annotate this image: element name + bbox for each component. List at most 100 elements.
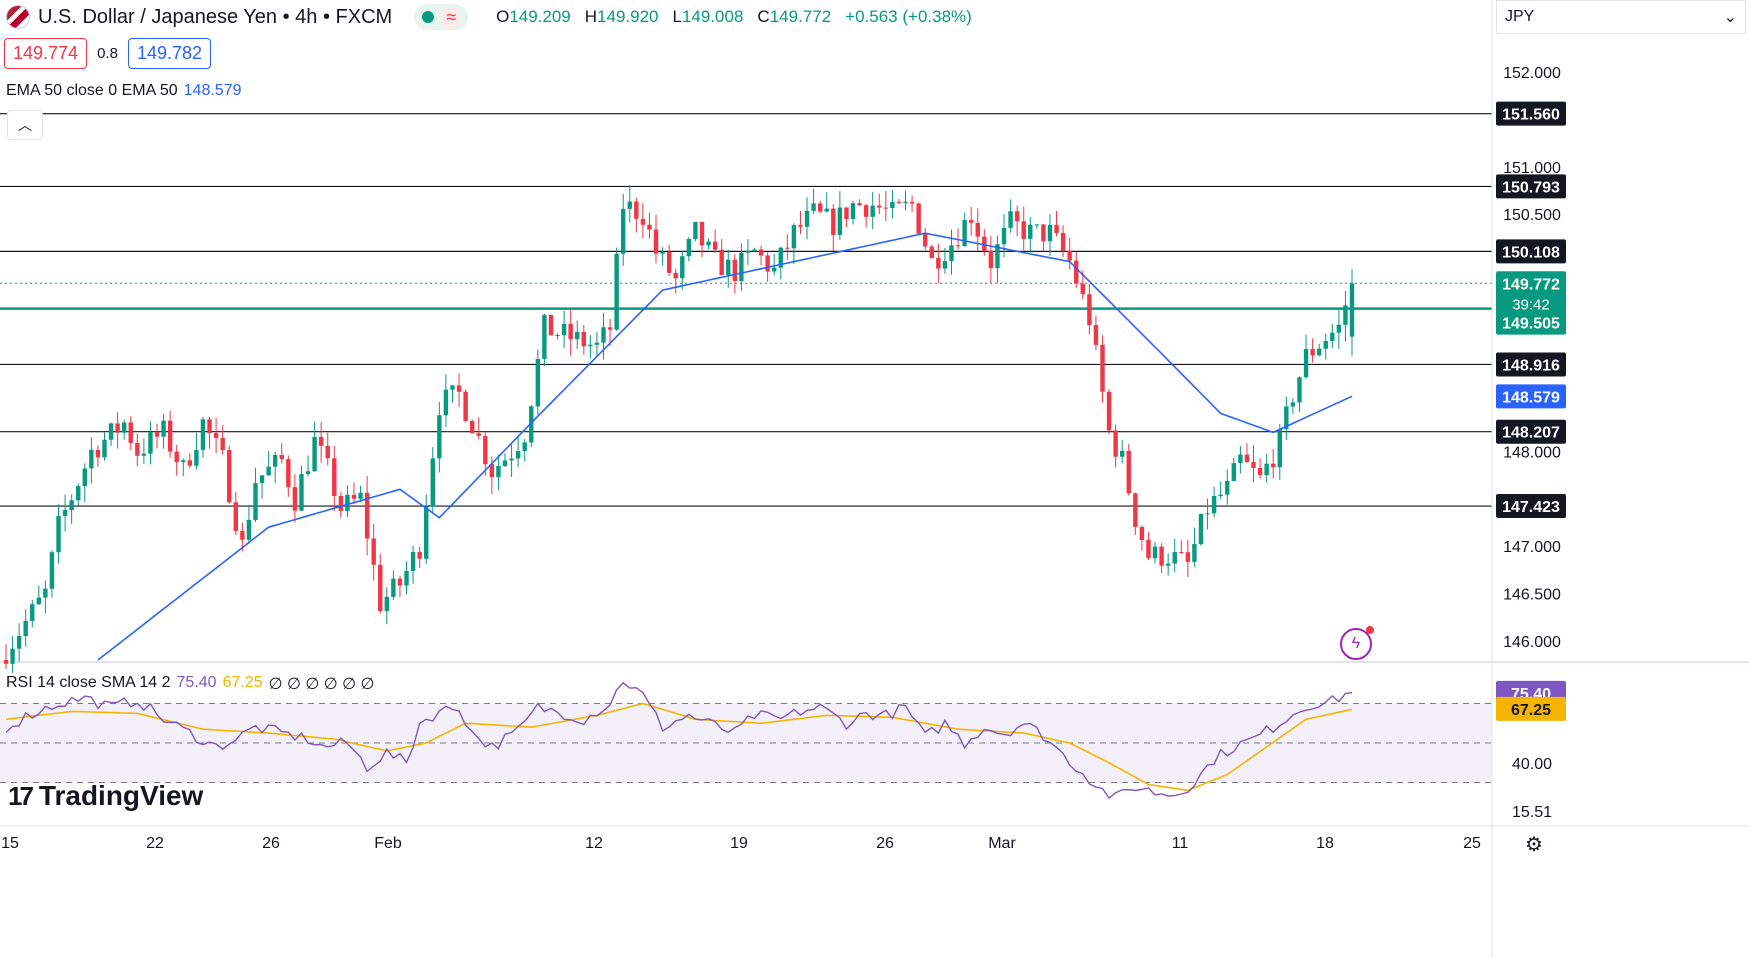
candle-body: [1192, 544, 1197, 562]
candle-body: [1028, 224, 1033, 239]
candle-body: [102, 439, 107, 458]
candle-body: [437, 415, 442, 459]
level-badge-bg: [1496, 352, 1566, 377]
candle-body: [10, 648, 15, 664]
candle-body: [371, 538, 376, 565]
candle-body: [49, 552, 55, 589]
candle-body: [141, 453, 147, 456]
candle-body: [1152, 546, 1158, 559]
candle-body: [1080, 283, 1085, 295]
price-tick-label: 146.500: [1503, 587, 1561, 604]
sell-button[interactable]: 149.774: [4, 38, 88, 69]
candle-body: [982, 236, 987, 251]
candle-body: [594, 342, 600, 345]
candle-body: [200, 419, 206, 450]
collapse-legend-button[interactable]: ︿: [7, 110, 43, 140]
level-badge-bg: [1496, 419, 1566, 444]
candle-body: [1146, 539, 1151, 559]
currency-selector[interactable]: JPY ⌄: [1496, 0, 1746, 34]
rsi-sma-badge: 67.25: [1511, 702, 1551, 719]
price-tick-label: 147.000: [1503, 539, 1561, 556]
candle-body: [719, 249, 724, 275]
ema-legend[interactable]: EMA 50 close 0 EMA 50 148.579: [6, 82, 242, 99]
candle-body: [936, 257, 941, 269]
symbol-title[interactable]: U.S. Dollar / Japanese Yen • 4h • FXCM: [38, 5, 393, 28]
rsi-legend[interactable]: RSI 14 close SMA 14 2 75.40 67.25 ∅ ∅ ∅ …: [6, 674, 375, 693]
price-tick-label: 146.000: [1503, 634, 1561, 651]
candle-body: [995, 244, 1000, 269]
candle-body: [1008, 211, 1013, 228]
candle-body: [1211, 495, 1217, 514]
candle-body: [850, 203, 856, 220]
price-axis[interactable]: 152.000 151.000 150.500 148.000 147.000 146.5…: [1491, 0, 1566, 958]
candle-body: [496, 466, 501, 478]
candles: [3, 185, 1355, 673]
candle-body: [758, 249, 764, 256]
candle-body: [739, 252, 744, 281]
candle-body: [154, 432, 160, 437]
rsi-line: [5, 681, 1353, 800]
candle-body: [3, 660, 9, 664]
candle-body: [325, 445, 330, 459]
candle-body: [1087, 294, 1092, 326]
candle-body: [890, 201, 895, 209]
candle-body: [634, 201, 639, 219]
time-tick-label: 19: [730, 835, 748, 852]
candle-body: [121, 422, 127, 433]
candle-body: [69, 500, 74, 510]
candle-body: [916, 203, 921, 234]
support-badge-bg: [1496, 310, 1566, 335]
time-tick-label: 18: [1316, 835, 1334, 852]
chevron-up-icon: ︿: [18, 117, 32, 133]
candle-body: [575, 331, 580, 340]
ohlc-values: O149.209 H149.920 L149.008 C149.772 +0.5…: [496, 7, 972, 26]
candle-body: [509, 458, 514, 461]
candle-body: [1218, 494, 1223, 496]
candle-body: [1041, 224, 1046, 242]
candle-body: [561, 323, 567, 336]
candle-body: [949, 245, 954, 262]
candle-body: [785, 247, 790, 249]
candle-body: [95, 449, 101, 458]
level-badge-bg: [1496, 174, 1566, 199]
candle-body: [726, 259, 731, 275]
rsi-sma-badge-bg: [1496, 696, 1566, 721]
symbol-header: U.S. Dollar / Japanese Yen • 4h • FXCM ≈…: [0, 0, 972, 34]
level-badge: 150.108: [1502, 244, 1560, 261]
time-tick-label: 26: [262, 835, 280, 852]
candle-body: [23, 620, 28, 637]
candle-body: [148, 432, 153, 454]
candle-body: [686, 238, 692, 257]
candle-body: [1034, 224, 1040, 226]
candle-body: [364, 492, 370, 539]
candle-body: [1323, 340, 1328, 349]
rsi-sma-line: [5, 702, 1353, 792]
candle-body: [942, 261, 948, 269]
candle-body: [1001, 227, 1007, 245]
candle-body: [299, 474, 304, 511]
candle-body: [601, 327, 606, 343]
candle-body: [351, 494, 357, 499]
candle-body: [588, 344, 593, 347]
buy-button[interactable]: 149.782: [127, 38, 212, 69]
current-price-badge: 149.772: [1502, 276, 1560, 293]
candle-body: [909, 201, 915, 204]
candle-body: [581, 331, 586, 347]
market-status-pill[interactable]: ≈: [414, 4, 469, 30]
candle-body: [1264, 463, 1269, 476]
rsi-tick-label: 15.51: [1512, 804, 1552, 821]
time-axis[interactable]: 15 22 26 Feb 12 19 26 Mar 11 18 25: [1, 835, 1481, 852]
candle-body: [227, 449, 232, 503]
tradingview-logo[interactable]: 17 TradingView: [8, 780, 204, 811]
candle-body: [1185, 552, 1191, 562]
candle-body: [36, 597, 42, 605]
candle-body: [358, 492, 363, 499]
candle-body: [43, 588, 48, 598]
candle-body: [1290, 402, 1296, 407]
candle-body: [627, 201, 632, 209]
candle-body: [706, 241, 711, 246]
settings-gear-icon[interactable]: ⚙: [1525, 833, 1543, 856]
support-badge: 149.505: [1502, 316, 1560, 333]
lightning-alert-icon[interactable]: ϟ: [1340, 626, 1374, 660]
